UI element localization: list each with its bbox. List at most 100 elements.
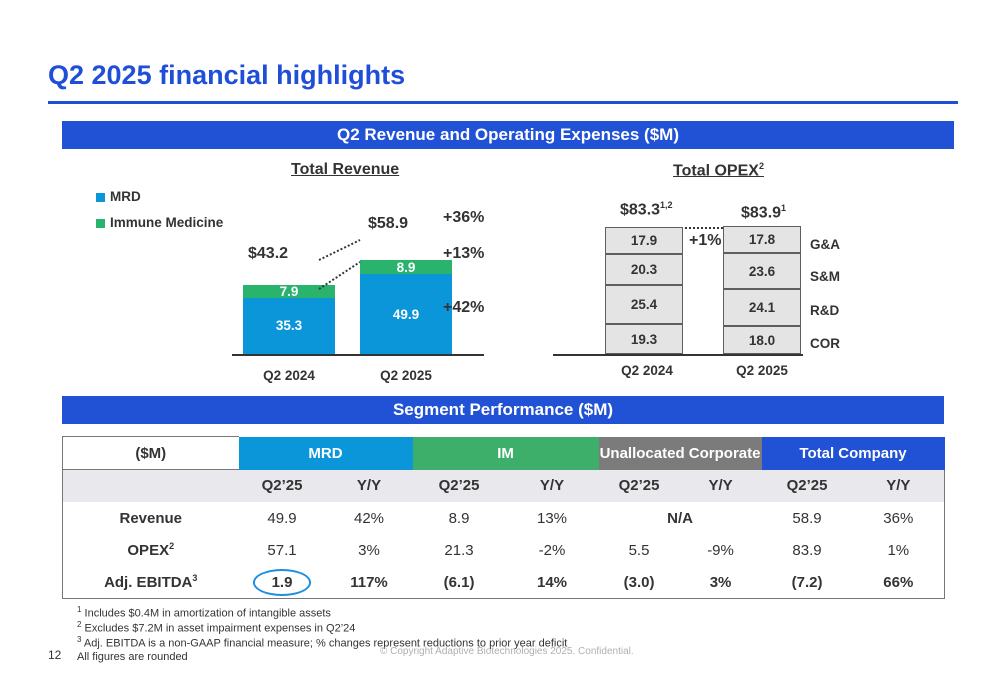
subheader-im-q2: Q2’25 — [412, 469, 506, 502]
group-header-total-company: Total Company — [761, 436, 945, 470]
cell-ebitda-im-q2: (6.1) — [412, 566, 506, 599]
opex-chart-title-text: Total OPEX — [673, 162, 759, 180]
opex-segment-rd-q2-2024: 25.4 — [605, 285, 683, 325]
opex-segment-cor-q2-2024: 19.3 — [605, 324, 683, 354]
cell-revenue-corp-na: N/A — [667, 509, 693, 527]
opex-segment-sm-q2-2025: 23.6 — [723, 253, 801, 290]
opex-category-ga: G&A — [810, 237, 840, 252]
growth-immune-medicine: +13% — [443, 245, 485, 262]
cell-opex-total-q2: 83.9 — [792, 541, 822, 559]
subheader-corp-q2: Q2’25 — [598, 469, 680, 502]
page-number: 12 — [48, 648, 62, 662]
opex-change: +1% — [689, 232, 722, 249]
table-subheader-row: Q2’25 Y/Y Q2’25 Y/Y Q2’25 Y/Y Q2’25 Y/Y — [62, 469, 946, 502]
opex-segment-ga-q2-2025: 17.8 — [723, 225, 801, 254]
legend-swatch-mrd — [96, 193, 105, 202]
opex-segment-cor-q2-2025: 18.0 — [723, 326, 801, 354]
row-label-opex: OPEX2 — [62, 534, 239, 566]
total-opex-q2-2024-value: $83.3 — [620, 201, 661, 219]
footnote-1: 1 Includes $0.4M in amortization of inta… — [77, 605, 331, 620]
revenue-axis-line — [232, 354, 484, 356]
opex-category-cor: COR — [810, 336, 840, 351]
section-heading-segment-performance: Segment Performance ($M) — [62, 396, 944, 424]
cell-opex-corp-yy: -9% — [707, 541, 734, 559]
highlight-circle: 1.9 — [252, 568, 312, 596]
group-header-im: IM — [412, 436, 599, 470]
opex-category-q2-2025: Q2 2025 — [736, 363, 788, 378]
bar-mrd-q2-2025: 49.9 — [360, 274, 452, 354]
legend-label-immune-medicine: Immune Medicine — [110, 215, 224, 230]
opex-segment-rd-q2-2025: 24.1 — [723, 289, 801, 327]
legend-label-mrd: MRD — [110, 189, 141, 204]
total-revenue-q2-2025: $58.9 — [368, 215, 409, 232]
cell-opex-im-q2: 21.3 — [444, 541, 474, 559]
section-heading-revenue-opex: Q2 Revenue and Operating Expenses ($M) — [62, 121, 954, 149]
opex-chart-title: Total OPEX2 — [673, 161, 764, 180]
bar-value-mrd-q2-2024: 35.3 — [275, 318, 303, 334]
group-header-mrd: MRD — [238, 436, 413, 470]
cell-opex-corp-q2: 5.5 — [628, 541, 650, 559]
footnote-3: 3 Adj. EBITDA is a non-GAAP financial me… — [77, 635, 567, 650]
title-divider — [48, 101, 958, 104]
cell-ebitda-corp-q2: (3.0) — [598, 566, 680, 599]
bar-im-q2-2024: 7.9 — [243, 283, 335, 299]
cell-revenue-im-q2: 8.9 — [448, 509, 470, 527]
bar-value-im-q2-2025: 8.9 — [396, 259, 416, 275]
total-opex-q2-2025-footnote: 1 — [781, 203, 787, 213]
bar-im-q2-2025: 8.9 — [360, 259, 452, 275]
row-label-adj-ebitda-text: Adj. EBITDA — [104, 574, 193, 591]
row-label-opex-text: OPEX — [127, 542, 170, 559]
footnote-3-num: 3 — [77, 635, 82, 644]
cell-ebitda-im-yy: 14% — [505, 566, 599, 599]
table-row-adj-ebitda: Adj. EBITDA3 1.9 117% (6.1) 14% (3.0) 3%… — [62, 566, 946, 599]
bar-value-im-q2-2024: 7.9 — [279, 283, 299, 299]
cell-ebitda-total-q2: (7.2) — [761, 566, 853, 599]
segment-performance-table: ($M) MRD IM Unallocated Corporate Total … — [62, 436, 946, 599]
table-corner-label: ($M) — [62, 436, 239, 470]
cell-ebitda-mrd-yy: 117% — [325, 566, 413, 599]
cell-revenue-mrd-yy: 42% — [353, 509, 385, 527]
total-opex-q2-2025: $83.91 — [741, 203, 786, 222]
footnote-2-text: Excludes $7.2M in asset impairment expen… — [84, 622, 356, 635]
revenue-category-q2-2025: Q2 2025 — [380, 368, 432, 383]
table-row-opex: OPEX2 57.1 3% 21.3 -2% 5.5 -9% 83.9 1% — [62, 534, 946, 566]
revenue-category-q2-2024: Q2 2024 — [263, 368, 315, 383]
cell-opex-mrd-yy: 3% — [358, 541, 380, 559]
legend-swatch-immune-medicine — [96, 219, 105, 228]
opex-segment-sm-q2-2024: 20.3 — [605, 254, 683, 286]
opex-category-q2-2024: Q2 2024 — [621, 363, 673, 378]
opex-axis-line — [553, 354, 803, 356]
cell-revenue-mrd-q2: 49.9 — [267, 509, 297, 527]
bar-value-mrd-q2-2025: 49.9 — [392, 306, 420, 322]
footnote-rounding: All figures are rounded — [77, 651, 188, 663]
page-title: Q2 2025 financial highlights — [48, 60, 406, 90]
footnote-1-num: 1 — [77, 605, 82, 614]
subheader-mrd-q2: Q2’25 — [238, 469, 326, 502]
revenue-connector-lines — [318, 239, 361, 290]
table-header-row: ($M) MRD IM Unallocated Corporate Total … — [62, 436, 945, 470]
copyright-notice: © Copyright Adaptive Biotechnologies 202… — [380, 646, 634, 657]
cell-ebitda-total-yy: 66% — [852, 566, 946, 599]
group-header-unallocated-corporate: Unallocated Corporate — [598, 436, 762, 470]
subheader-total-q2: Q2’25 — [761, 469, 853, 502]
subheader-mrd-yy: Y/Y — [325, 469, 413, 502]
cell-revenue-total-yy: 36% — [852, 502, 946, 534]
revenue-chart-title: Total Revenue — [291, 161, 400, 178]
cell-revenue-total-q2: 58.9 — [792, 509, 822, 527]
growth-total-revenue: +36% — [443, 209, 485, 226]
opex-category-rd: R&D — [810, 303, 840, 318]
total-opex-q2-2024: $83.31,2 — [620, 200, 673, 219]
subheader-im-yy: Y/Y — [505, 469, 599, 502]
subheader-total-yy: Y/Y — [852, 469, 946, 502]
row-label-opex-footnote: 2 — [169, 541, 175, 551]
subheader-corp-yy: Y/Y — [679, 469, 762, 502]
cell-revenue-im-yy: 13% — [537, 509, 568, 527]
footnote-3-text: Adj. EBITDA is a non-GAAP financial meas… — [83, 637, 568, 650]
footnote-2-num: 2 — [77, 620, 82, 629]
footnote-2: 2 Excludes $7.2M in asset impairment exp… — [77, 620, 355, 635]
total-opex-q2-2024-footnote: 1,2 — [660, 200, 673, 210]
opex-segment-ga-q2-2024: 17.9 — [605, 226, 683, 255]
table-row-revenue: Revenue 49.9 42% 8.9 13% N/A 58.9 36% — [62, 502, 946, 534]
growth-mrd: +42% — [443, 299, 485, 316]
bar-mrd-q2-2024: 35.3 — [243, 297, 335, 354]
